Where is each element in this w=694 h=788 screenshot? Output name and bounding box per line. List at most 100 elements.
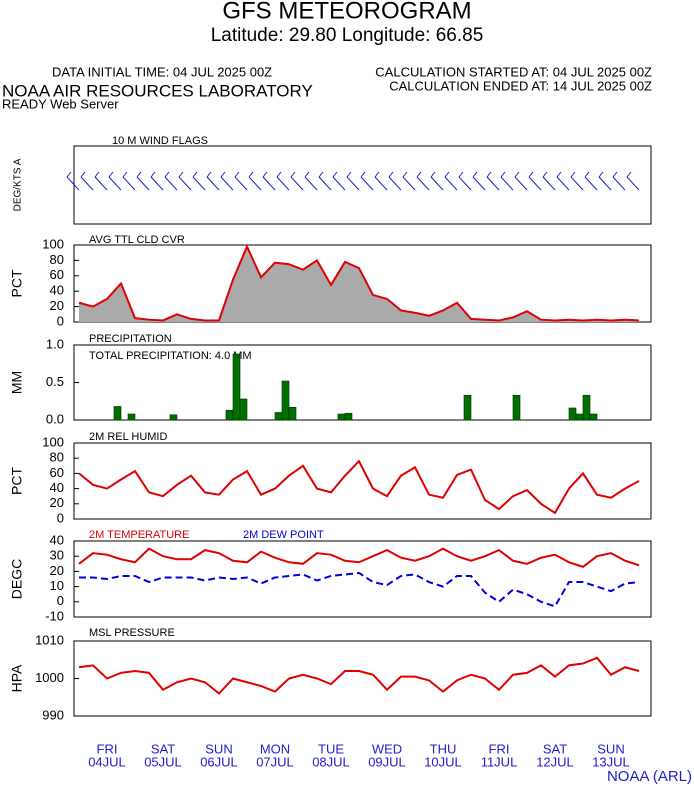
wind-barb: [626, 171, 632, 178]
precip-bar: [281, 380, 290, 421]
wind-barb: [262, 171, 268, 178]
precip-bar: [344, 412, 353, 421]
date-label: 06JUL: [200, 754, 238, 769]
wind-flag: [626, 176, 640, 191]
wind-flag: [402, 176, 416, 191]
day-label: SAT: [543, 741, 567, 756]
server: READY Web Server: [2, 96, 119, 111]
precip-bar: [575, 413, 584, 421]
wind-barb: [514, 171, 520, 178]
wind-barb: [542, 171, 548, 178]
wind-flag: [150, 176, 164, 191]
panel-title: 10 M WIND FLAGS: [112, 135, 208, 147]
wind-flag: [220, 176, 234, 191]
y-axis-label: PCT: [9, 269, 25, 297]
wind-barb: [584, 171, 590, 178]
y-axis-label: DEG/KTS A: [13, 158, 24, 211]
wind-barb: [570, 171, 576, 178]
wind-barb: [178, 171, 184, 178]
annotation: TOTAL PRECIPITATION: 4.0 MM: [89, 350, 252, 362]
wind-flag: [262, 176, 276, 191]
precip-bar: [169, 414, 178, 421]
series-line: [78, 459, 640, 515]
wind-flag: [108, 176, 122, 191]
area-fill: [79, 246, 639, 322]
y-tick-label: -10: [45, 608, 64, 623]
day-label: SAT: [151, 741, 175, 756]
y-axis-label: MM: [9, 371, 25, 394]
wind-barb: [388, 171, 394, 178]
wind-flag: [360, 176, 374, 191]
calc-ended: CALCULATION ENDED AT: 14 JUL 2025 00Z: [389, 78, 652, 93]
date-label: 12JUL: [536, 754, 574, 769]
wind-flag: [612, 176, 626, 191]
wind-barb: [220, 171, 226, 178]
precip-bar: [463, 394, 472, 421]
y-tick-label: 30: [50, 548, 64, 563]
wind-flag: [80, 176, 94, 191]
wind-barb: [290, 171, 296, 178]
panel-frame: [73, 442, 652, 520]
wind-flag: [430, 176, 444, 191]
credit: NOAA (ARL): [607, 768, 692, 785]
wind-flag: [318, 176, 332, 191]
y-tick-label: 20: [50, 495, 64, 510]
day-label: THU: [430, 741, 457, 756]
y-tick-label: 10: [50, 578, 64, 593]
precip-bar: [582, 394, 591, 421]
wind-barb: [402, 171, 408, 178]
series-line: [78, 244, 640, 322]
calc-started: CALCULATION STARTED AT: 04 JUL 2025 00Z: [375, 64, 652, 79]
precip-bar: [512, 394, 521, 421]
y-tick-label: 0.5: [46, 374, 64, 389]
wind-barb: [598, 171, 604, 178]
wind-flag: [486, 176, 500, 191]
wind-barb: [472, 171, 478, 178]
wind-barb: [458, 171, 464, 178]
wind-flag: [416, 176, 430, 191]
wind-barb: [164, 171, 170, 178]
precip-bar: [288, 406, 297, 421]
day-label: FRI: [97, 741, 118, 756]
wind-flag: [542, 176, 556, 191]
wind-flag: [500, 176, 514, 191]
wind-flag: [472, 176, 486, 191]
wind-barb: [556, 171, 562, 178]
y-tick-label: 1.0: [46, 336, 64, 351]
wind-barb: [304, 171, 310, 178]
date-label: 07JUL: [256, 754, 294, 769]
wind-flag: [206, 176, 220, 191]
precip-bar: [127, 413, 136, 421]
precip-bar: [239, 398, 248, 421]
wind-barb: [80, 171, 86, 178]
lab-name: NOAA AIR RESOURCES LABORATORY: [2, 81, 313, 100]
wind-flag: [304, 176, 318, 191]
wind-flag: [528, 176, 542, 191]
day-label: WED: [372, 741, 402, 756]
y-tick-label: 1000: [35, 670, 64, 685]
y-tick-label: 60: [50, 267, 64, 282]
panel-title: PRECIPITATION: [89, 333, 172, 345]
precip-bar: [568, 407, 577, 421]
wind-barb: [332, 171, 338, 178]
wind-flag: [276, 176, 290, 191]
y-tick-label: 80: [50, 252, 64, 267]
y-tick-label: 0: [57, 593, 64, 608]
wind-barb: [486, 171, 492, 178]
wind-barb: [346, 171, 352, 178]
wind-flag: [444, 176, 458, 191]
wind-flag: [332, 176, 346, 191]
wind-flag: [374, 176, 388, 191]
wind-flag: [388, 176, 402, 191]
series-line: [78, 656, 640, 695]
wind-flag: [122, 176, 136, 191]
y-axis-label: DEGC: [9, 559, 25, 599]
wind-barb: [374, 171, 380, 178]
wind-flag: [248, 176, 262, 191]
wind-barb: [612, 171, 618, 178]
y-axis-label: PCT: [9, 467, 25, 495]
day-label: FRI: [489, 741, 510, 756]
precip-bar: [337, 413, 346, 421]
precip-bar: [225, 409, 234, 421]
day-label: SUN: [597, 741, 624, 756]
